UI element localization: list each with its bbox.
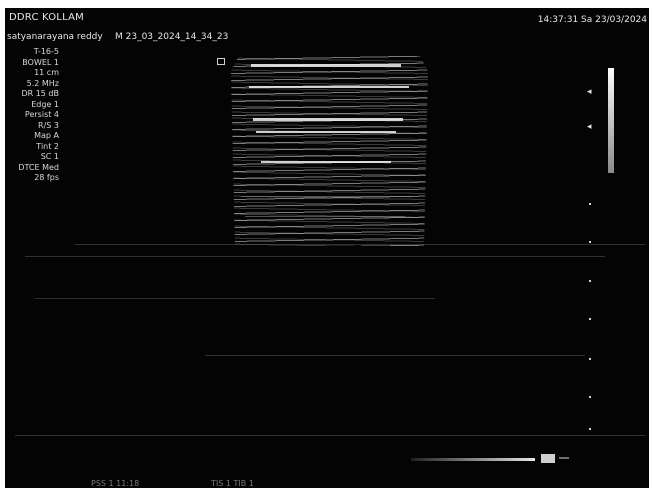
imaging-parameters: T-16-5 BOWEL 1 11 cm 5.2 MHz DR 15 dB Ed… [5,47,59,184]
echo-band [253,118,403,121]
echo-band [256,131,396,133]
footer-index-left: PSS 1 11:18 [91,479,140,488]
depth-tick [589,241,591,243]
patient-name: satyanarayana reddy [7,32,103,42]
study-id: M 23_03_2024_14_34_23 [115,32,229,42]
ultrasound-screen: DDRC KOLLAM 14:37:31 Sa 23/03/2024 satya… [5,8,649,488]
depth-tick [589,318,591,320]
param-tint: Tint 2 [36,141,59,151]
depth-tick [589,358,591,360]
echo-band [245,216,405,217]
scale-icon [541,454,555,463]
probe-orientation-marker [217,58,225,65]
echo-band [261,161,391,163]
artifact-line [25,256,605,257]
depth-tick [589,428,591,430]
echo-band [241,196,411,197]
artifact-line [75,244,645,245]
param-probe: T-16-5 [33,47,59,56]
param-persistence: Persist 4 [24,110,59,119]
depth-tick [589,280,591,282]
grayscale-bar [608,68,614,173]
depth-tick [589,396,591,398]
echo-band [251,64,401,67]
clinic-title: DDRC KOLLAM [9,12,84,23]
param-dynamic-range: DR 15 dB [21,89,59,98]
param-frame-rate: 28 fps [34,173,59,182]
ultrasound-image [231,56,428,246]
param-dtce: DTCE Med [18,162,59,172]
focus-marker[interactable]: ◂ [587,87,592,97]
artifact-line [15,435,645,436]
param-preset: BOWEL 1 [22,57,59,67]
param-sc: SC 1 [40,152,59,161]
artifact-line [35,298,435,299]
date-time: 14:37:31 Sa 23/03/2024 [537,15,647,25]
artifact-line [205,355,585,356]
scale-tail [559,457,569,459]
gain-scale-bar [411,458,535,461]
depth-tick [589,203,591,205]
focus-marker[interactable]: ◂ [587,122,592,132]
param-frequency: 5.2 MHz [26,78,59,88]
param-depth: 11 cm [34,68,59,77]
echo-band [249,86,409,88]
footer-index-right: TIS 1 TIB 1 [211,479,254,488]
param-map: Map A [34,131,59,140]
param-edge: Edge 1 [31,99,59,109]
param-rs: R/S 3 [38,120,59,130]
